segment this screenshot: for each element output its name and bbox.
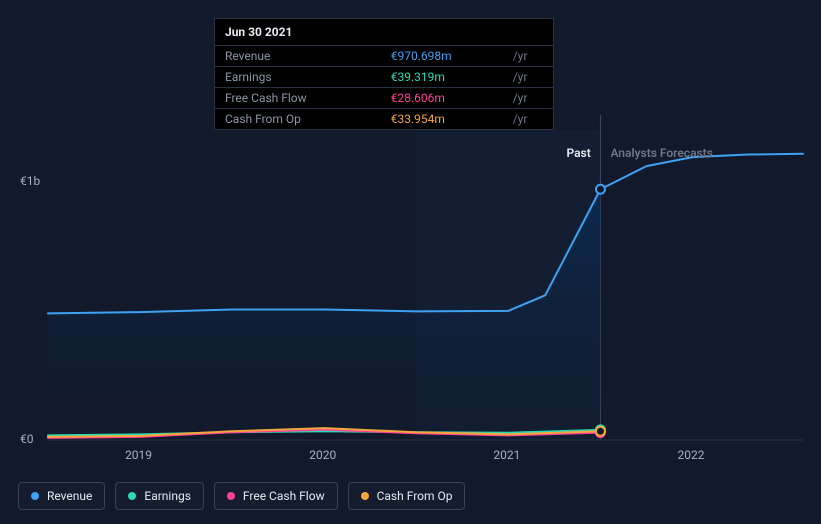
legend-item-label: Cash From Op	[377, 489, 453, 503]
tooltip-row-value: €28.606m	[381, 88, 513, 109]
tooltip-row-label: Cash From Op	[215, 109, 381, 130]
tooltip-row: Free Cash Flow€28.606m/yr	[215, 88, 553, 109]
tooltip-row-unit: /yr	[513, 88, 553, 109]
x-axis-tick: 2022	[678, 448, 705, 462]
tooltip-row-unit: /yr	[513, 67, 553, 88]
legend-item-earnings[interactable]: Earnings	[115, 482, 204, 510]
series-marker-cfo	[596, 427, 605, 436]
tooltip-row-unit: /yr	[513, 109, 553, 130]
tooltip-row-value: €39.319m	[381, 67, 513, 88]
x-axis-tick: 2021	[493, 448, 520, 462]
tooltip-row-label: Revenue	[215, 46, 381, 67]
legend-item-revenue[interactable]: Revenue	[18, 482, 105, 510]
legend-item-label: Free Cash Flow	[243, 489, 325, 503]
x-axis-tick: 2020	[309, 448, 336, 462]
tooltip-row-label: Earnings	[215, 67, 381, 88]
tooltip-row-value: €970.698m	[381, 46, 513, 67]
tooltip-row-unit: /yr	[513, 46, 553, 67]
chart-legend: Revenue Earnings Free Cash Flow Cash From O…	[18, 482, 465, 510]
y-axis-tick: €0	[20, 432, 34, 446]
series-marker-revenue	[596, 185, 605, 194]
legend-dot-icon	[361, 492, 369, 500]
legend-item-label: Earnings	[144, 489, 191, 503]
chart-tooltip: Jun 30 2021 Revenue€970.698m/yrEarnings€…	[214, 18, 554, 130]
legend-item-fcf[interactable]: Free Cash Flow	[214, 482, 338, 510]
tooltip-date: Jun 30 2021	[215, 25, 553, 45]
region-label-past: Past	[566, 146, 590, 160]
region-label-forecast: Analysts Forecasts	[610, 146, 712, 160]
legend-item-label: Revenue	[47, 489, 92, 503]
tooltip-row-label: Free Cash Flow	[215, 88, 381, 109]
tooltip-row: Earnings€39.319m/yr	[215, 67, 553, 88]
tooltip-row: Revenue€970.698m/yr	[215, 46, 553, 67]
legend-dot-icon	[227, 492, 235, 500]
tooltip-row: Cash From Op€33.954m/yr	[215, 109, 553, 130]
x-axis-tick: 2019	[125, 448, 152, 462]
legend-item-cfo[interactable]: Cash From Op	[348, 482, 466, 510]
legend-dot-icon	[128, 492, 136, 500]
tooltip-row-value: €33.954m	[381, 109, 513, 130]
y-axis-tick: €1b	[20, 174, 40, 188]
legend-dot-icon	[31, 492, 39, 500]
